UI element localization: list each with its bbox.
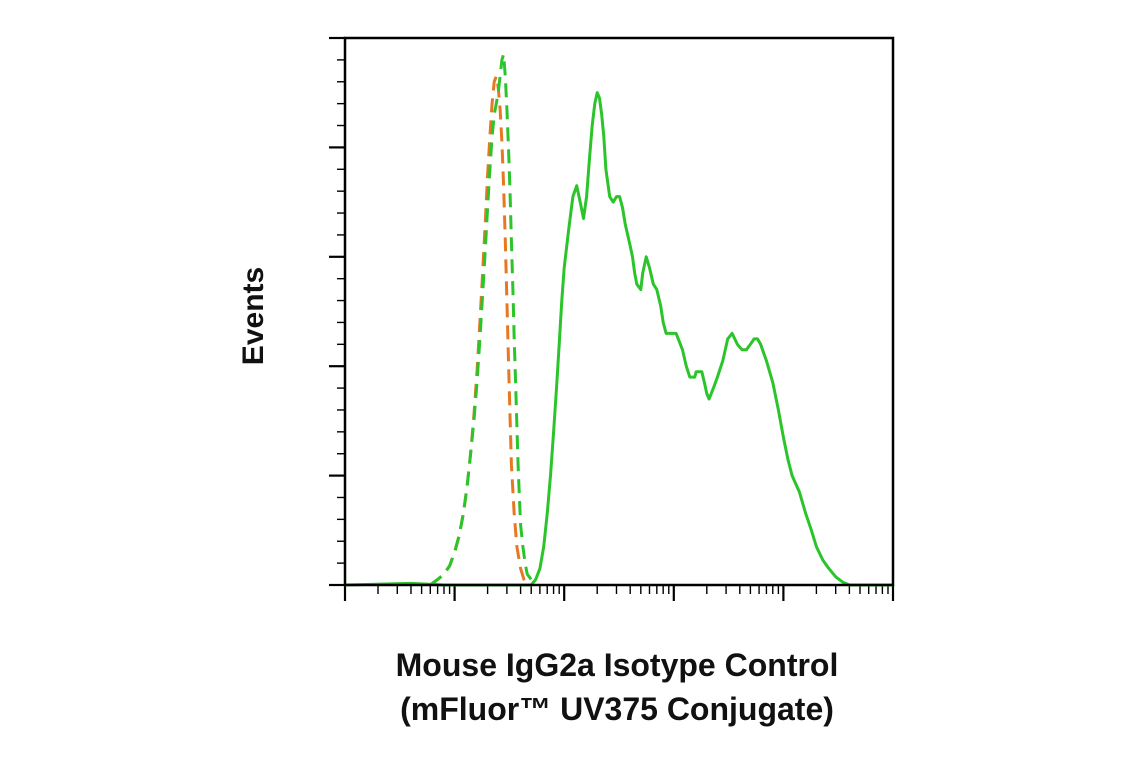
series-line-3: [344, 91, 893, 587]
plot-frame: [343, 36, 895, 587]
series-line-2: [429, 52, 537, 587]
x-axis-ticks: [343, 585, 895, 601]
x-axis-title-line-2: (mFluor™ UV375 Conjugate): [400, 691, 834, 727]
y-axis-title: Events: [237, 267, 270, 365]
y-axis-ticks: [329, 36, 345, 587]
x-axis-title-line-1: Mouse IgG2a Isotype Control: [396, 647, 839, 683]
series-layer: [344, 52, 893, 587]
